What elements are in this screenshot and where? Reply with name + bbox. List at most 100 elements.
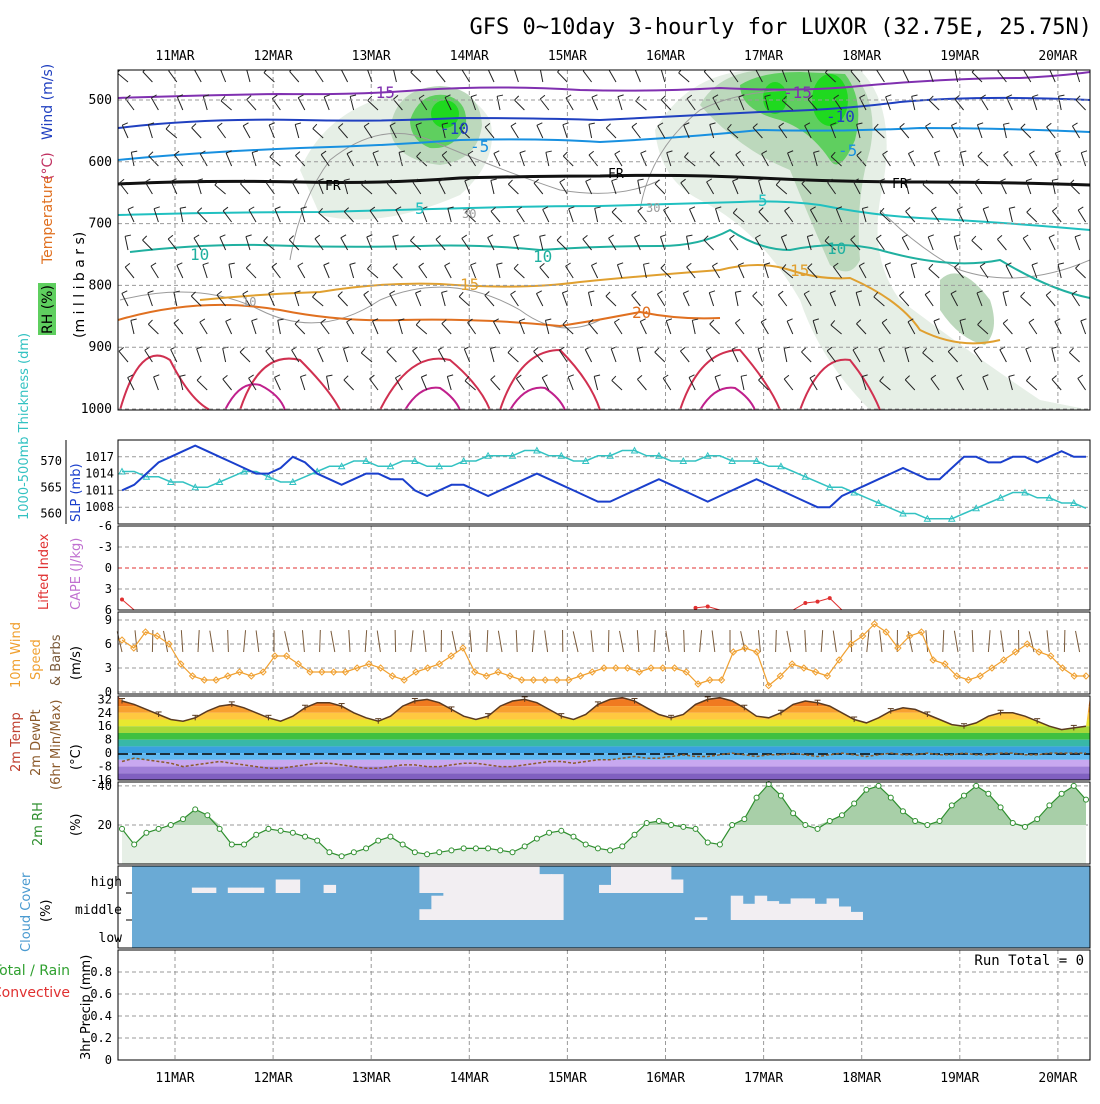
date-label-top: 12MAR bbox=[254, 49, 293, 64]
rh2m-point bbox=[815, 826, 820, 831]
contour-label: -10 bbox=[826, 107, 855, 126]
rh2m-tick-label: 20 bbox=[98, 818, 112, 832]
cloud-block bbox=[671, 880, 683, 894]
rh2m-point bbox=[754, 795, 759, 800]
pressure-tick-label: 700 bbox=[89, 217, 112, 232]
rh2m-point bbox=[205, 813, 210, 818]
cloud-block bbox=[623, 866, 635, 893]
lifted-index-point bbox=[121, 598, 124, 601]
temp-color-band bbox=[118, 760, 1090, 767]
cloud-block bbox=[240, 888, 252, 893]
temp-color-band bbox=[118, 740, 1090, 747]
rh2m-point bbox=[473, 846, 478, 851]
cloud-block bbox=[503, 866, 515, 893]
rh2m-point bbox=[534, 836, 539, 841]
temp2m-plot-area bbox=[118, 696, 1090, 780]
contour-label: -10 bbox=[440, 119, 469, 138]
rh2m-label: 2m RH bbox=[31, 802, 46, 846]
cloud-block bbox=[479, 893, 491, 920]
cloud-block bbox=[467, 866, 479, 893]
temp2m-tick-label: 0 bbox=[105, 746, 112, 760]
date-label-top: 14MAR bbox=[450, 49, 489, 64]
cloud-block bbox=[431, 896, 443, 920]
wind-label: Wind (m/s) bbox=[40, 64, 56, 140]
rh2m-point bbox=[705, 840, 710, 845]
rh2m-point bbox=[303, 834, 308, 839]
rh2m-point bbox=[827, 819, 832, 824]
thickness-tick-label: 560 bbox=[40, 507, 62, 521]
contour-label: 5 bbox=[758, 191, 768, 210]
precip-total-rain-label: Total / Rain bbox=[0, 963, 70, 979]
wind10-tick-label: 9 bbox=[105, 613, 112, 627]
rh2m-point bbox=[974, 783, 979, 788]
pressure-tick-label: 500 bbox=[89, 93, 112, 108]
temp-color-band bbox=[118, 773, 1090, 780]
rh2m-point bbox=[290, 830, 295, 835]
rh2m-point bbox=[181, 817, 186, 822]
cloud-block bbox=[611, 866, 623, 893]
wind10-label: 10m Wind bbox=[9, 622, 24, 688]
rh2m-point bbox=[986, 791, 991, 796]
precip-convective-label: Convective bbox=[0, 985, 70, 1001]
rh2m-point bbox=[217, 826, 222, 831]
contour-label: 10 bbox=[827, 239, 846, 258]
rh2m-point bbox=[412, 850, 417, 855]
rh2m-point bbox=[644, 821, 649, 826]
rh2m-point bbox=[327, 850, 332, 855]
cloud-block bbox=[443, 893, 455, 920]
cloud-block bbox=[491, 893, 503, 920]
temp2m-label: 2m Temp bbox=[9, 712, 24, 772]
pressure-tick-label: 1000 bbox=[81, 402, 112, 417]
date-label-bottom: 13MAR bbox=[352, 1071, 391, 1086]
rh2m-point bbox=[864, 787, 869, 792]
rh2m-point bbox=[595, 846, 600, 851]
cloud-block bbox=[779, 904, 791, 920]
cloud-block bbox=[443, 866, 455, 893]
lifted-index-label: Lifted Index bbox=[37, 533, 52, 610]
cloud-block bbox=[288, 880, 300, 894]
contour-label: FR bbox=[325, 179, 341, 194]
temperature-label: Temperature bbox=[40, 175, 56, 265]
rh2m-point bbox=[620, 844, 625, 849]
cloud-block bbox=[755, 896, 767, 920]
rh2m-point bbox=[791, 811, 796, 816]
thickness-label: 1000-500mb Thickness (dm) bbox=[17, 333, 32, 520]
cloud-block bbox=[527, 893, 539, 920]
contour-label: -5 bbox=[470, 137, 489, 156]
rh2m-point bbox=[522, 844, 527, 849]
cloud-block bbox=[204, 888, 216, 893]
cloud-block bbox=[228, 888, 240, 893]
rh2m-point bbox=[778, 793, 783, 798]
rh2m-point bbox=[632, 832, 637, 837]
minmax-label: (6hr Min/Max) bbox=[49, 700, 64, 790]
rh2m-point bbox=[730, 822, 735, 827]
cloud-block bbox=[491, 866, 503, 893]
contour-label: 15 bbox=[460, 275, 479, 294]
temp2m-tick-label: 32 bbox=[98, 692, 112, 706]
rh2m-point bbox=[156, 826, 161, 831]
temp2m-tick-label: -8 bbox=[98, 760, 112, 774]
rh2m-point bbox=[120, 826, 125, 831]
cloud-block bbox=[551, 874, 563, 893]
temp2m-tick-label: 8 bbox=[105, 733, 112, 747]
rh2m-point bbox=[1022, 824, 1027, 829]
date-label-top: 18MAR bbox=[842, 49, 881, 64]
rh2m-point bbox=[132, 842, 137, 847]
rh2m-tick-label: 40 bbox=[98, 779, 112, 793]
date-label-bottom: 16MAR bbox=[646, 1071, 685, 1086]
cloud-block bbox=[839, 907, 851, 921]
rh2m-point bbox=[278, 828, 283, 833]
cloud-block bbox=[743, 904, 755, 920]
temp2m-unit: (°C) bbox=[69, 744, 84, 770]
date-label-top: 15MAR bbox=[548, 49, 587, 64]
rh2m-point bbox=[461, 846, 466, 851]
cloud-panel: high middle low Cloud Cover (%) bbox=[19, 866, 1090, 952]
date-label-top: 16MAR bbox=[646, 49, 685, 64]
wind10-unit: (m/s) bbox=[69, 646, 84, 680]
contour-label: 20 bbox=[632, 303, 651, 322]
rh2m-point bbox=[681, 824, 686, 829]
temperature-unit-label: (°C) bbox=[40, 152, 56, 180]
cloud-block bbox=[731, 896, 743, 920]
rh2m-point bbox=[254, 832, 259, 837]
